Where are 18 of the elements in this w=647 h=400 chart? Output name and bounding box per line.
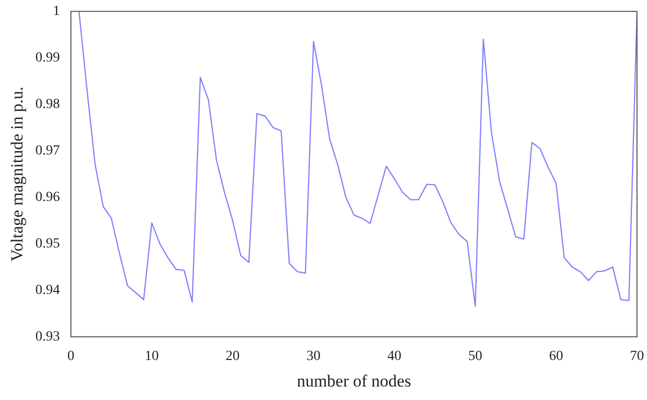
y-tick-label: 1 [52, 4, 60, 20]
x-tick-label: 70 [630, 348, 644, 364]
y-tick-label: 0.98 [35, 97, 60, 112]
y-tick-label: 0.94 [35, 282, 60, 298]
x-tick-label: 30 [306, 348, 321, 364]
x-axis-title: number of nodes [296, 371, 412, 390]
x-tick-label: 0 [67, 348, 74, 364]
y-axis-title: Voltage magnitude in p.u. [8, 86, 27, 262]
x-tick-label: 20 [226, 348, 240, 364]
y-tick-label: 0.99 [35, 50, 60, 66]
x-tick-label: 40 [387, 348, 402, 364]
x-tick-label: 10 [144, 348, 159, 364]
y-tick-label: 0.97 [35, 144, 60, 159]
x-tick-label: 60 [549, 348, 564, 364]
y-tick-label: 0.96 [35, 190, 60, 206]
y-tick-label: 0.95 [35, 236, 60, 252]
x-tick-label: 50 [468, 348, 482, 364]
y-tick-label: 0.93 [35, 329, 60, 344]
